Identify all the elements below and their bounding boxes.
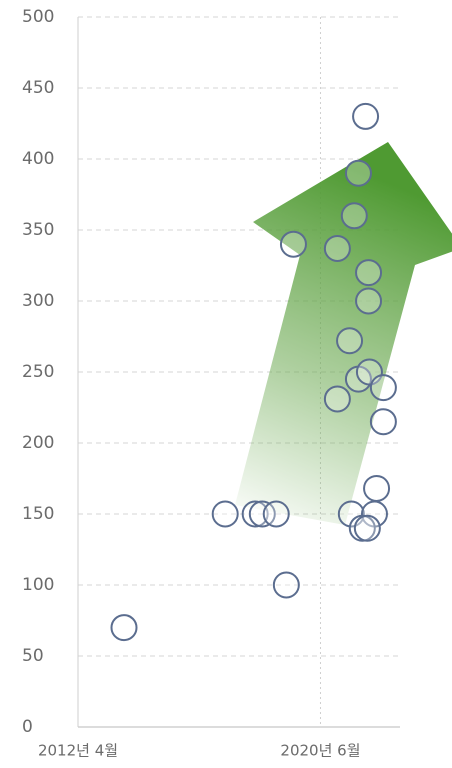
x-tick-label: 2020년 6월 xyxy=(280,742,360,760)
y-tick-label: 300 xyxy=(22,291,54,311)
point xyxy=(248,500,276,528)
y-tick-label: 350 xyxy=(22,220,54,240)
y-tick-label: 250 xyxy=(22,362,54,382)
point xyxy=(355,287,383,315)
point xyxy=(323,385,351,413)
point xyxy=(279,230,307,258)
trend-arrow xyxy=(235,142,452,525)
point xyxy=(241,500,269,528)
point xyxy=(363,474,391,502)
point xyxy=(355,259,383,287)
point xyxy=(369,408,397,436)
y-tick-label: 150 xyxy=(22,504,54,524)
point xyxy=(336,327,364,355)
grid: 0 50 100 150 200 250 300 350 400 450 500 2012년 4월 20… xyxy=(22,7,400,760)
point xyxy=(323,234,351,262)
point xyxy=(340,202,368,230)
point xyxy=(262,500,290,528)
point xyxy=(211,500,239,528)
point xyxy=(110,614,138,642)
point xyxy=(353,514,381,542)
y-tick-label: 200 xyxy=(22,433,54,453)
x-tick-label: 2012년 4월 xyxy=(38,742,118,760)
y-tick-label: 400 xyxy=(22,149,54,169)
y-tick-label: 500 xyxy=(22,7,54,27)
y-tick-label: 450 xyxy=(22,78,54,98)
point xyxy=(369,374,397,402)
y-tick-label: 0 xyxy=(22,717,33,737)
point xyxy=(272,571,300,599)
point xyxy=(344,159,372,187)
points xyxy=(110,102,397,642)
y-tick-label: 100 xyxy=(22,575,54,595)
y-tick-label: 50 xyxy=(22,646,44,666)
point xyxy=(352,102,380,130)
